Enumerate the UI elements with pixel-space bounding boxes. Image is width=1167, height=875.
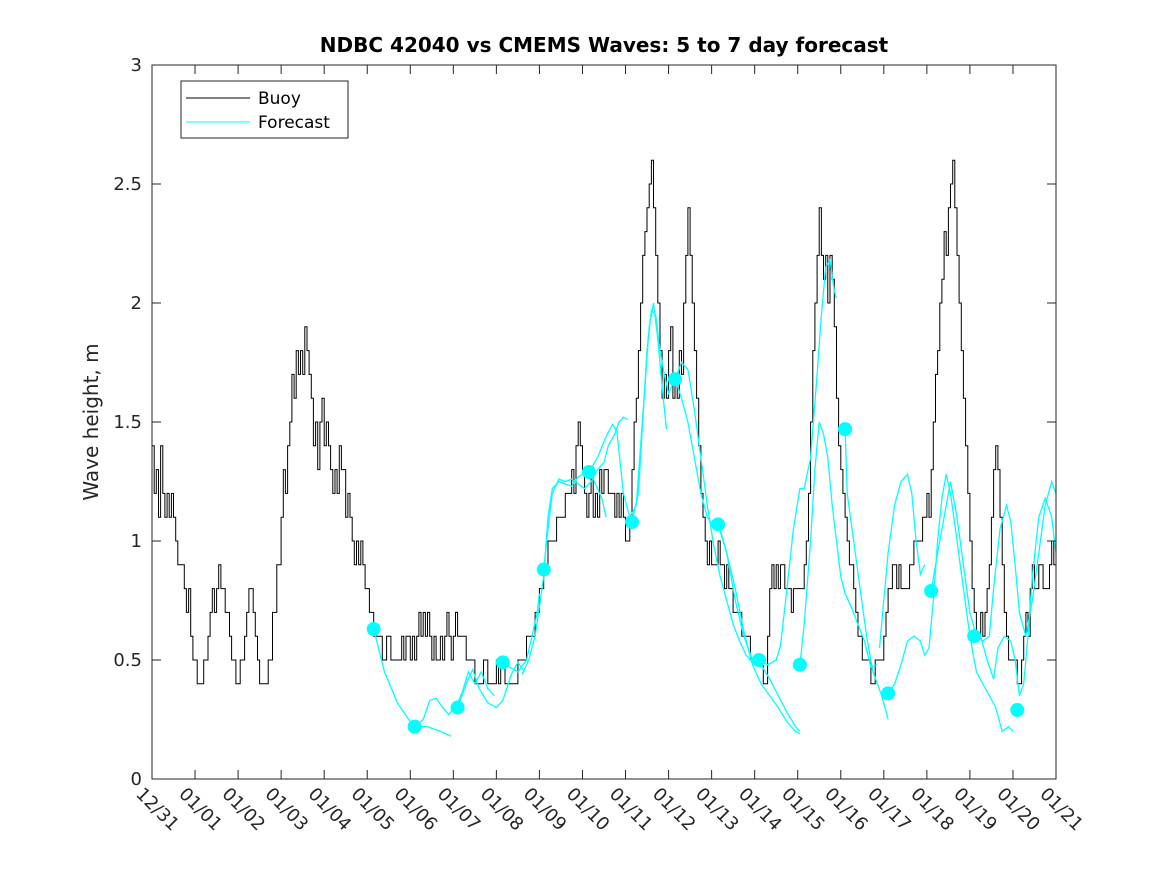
legend: Buoy Forecast — [180, 80, 349, 139]
plot-area — [152, 65, 1056, 779]
forecast-marker — [1010, 702, 1025, 717]
series-line-forecast — [887, 474, 1014, 733]
series-line-forecast — [974, 496, 1057, 696]
forecast-marker — [751, 653, 766, 667]
series-line-forecast — [502, 593, 541, 673]
forecast-marker — [792, 657, 807, 672]
series-line-forecast — [799, 421, 878, 668]
y-tick-label: 0 — [131, 769, 142, 790]
forecast-marker — [838, 422, 853, 437]
series-line-forecast — [674, 378, 801, 732]
y-tick-label: 1 — [131, 531, 142, 552]
series-line-forecast — [521, 468, 607, 675]
forecast-marker — [536, 562, 551, 577]
y-axis-label: Wave height, m — [79, 343, 103, 500]
legend-label-buoy: Buoy — [258, 89, 301, 109]
y-tick-label: 3 — [131, 55, 142, 76]
forecast-marker — [668, 372, 683, 387]
series-line-forecast — [758, 258, 838, 666]
forecast-marker — [967, 629, 982, 644]
y-tick-label: 2 — [131, 293, 142, 314]
y-tick-label: 2.5 — [113, 174, 142, 195]
forecast-marker — [581, 464, 596, 479]
forecast-marker — [495, 655, 510, 670]
marker-layer — [366, 372, 1025, 734]
legend-label-forecast: Forecast — [258, 113, 330, 133]
y-axis: 0 0.5 1 1.5 2 2.5 3 — [113, 55, 1056, 790]
series-line-forecast — [373, 628, 459, 728]
forecast-marker — [881, 686, 896, 701]
forecast-marker — [450, 700, 465, 715]
series-line-forecast — [878, 473, 926, 649]
series-line-forecast — [717, 524, 801, 735]
y-tick-label: 1.5 — [113, 412, 142, 433]
forecast-marker — [407, 719, 422, 734]
series-line-forecast — [631, 308, 762, 668]
forecast-marker — [366, 622, 381, 637]
series-line-forecast — [456, 661, 525, 709]
series-line-forecast — [844, 429, 889, 720]
series-line-forecast — [454, 670, 495, 708]
legend-box — [180, 80, 349, 139]
series-line-forecast — [930, 479, 1057, 642]
forecast-marker — [924, 583, 939, 598]
y-tick-label: 0.5 — [113, 650, 142, 671]
forecast-marker — [624, 514, 639, 529]
series-line-forecast — [543, 416, 629, 570]
forecast-marker — [711, 517, 726, 532]
chart-title: NDBC 42040 vs CMEMS Waves: 5 to 7 day fo… — [320, 33, 889, 57]
